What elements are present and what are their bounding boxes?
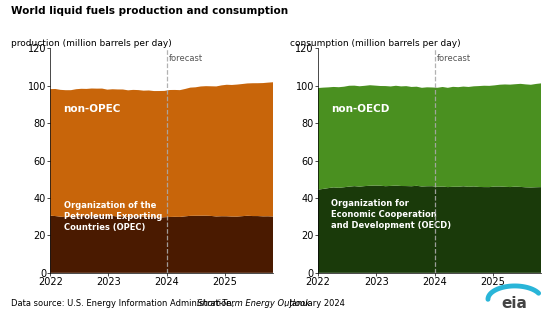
Text: non-OECD: non-OECD [331, 104, 390, 114]
Text: Data source: U.S. Energy Information Administration,: Data source: U.S. Energy Information Adm… [11, 299, 237, 308]
Text: , January 2024: , January 2024 [284, 299, 345, 308]
Text: consumption (million barrels per day): consumption (million barrels per day) [290, 39, 461, 48]
Text: non-OPEC: non-OPEC [64, 104, 121, 114]
Text: Organization of the
Petroleum Exporting
Countries (OPEC): Organization of the Petroleum Exporting … [64, 201, 162, 232]
Text: production (million barrels per day): production (million barrels per day) [11, 39, 172, 48]
Text: forecast: forecast [169, 54, 203, 63]
Text: Organization for
Economic Cooperation
and Development (OECD): Organization for Economic Cooperation an… [331, 199, 451, 230]
Text: Short-Term Energy Outlook: Short-Term Energy Outlook [196, 299, 310, 308]
Text: eia: eia [502, 296, 528, 311]
Text: forecast: forecast [437, 54, 471, 63]
Text: World liquid fuels production and consumption: World liquid fuels production and consum… [11, 6, 288, 16]
